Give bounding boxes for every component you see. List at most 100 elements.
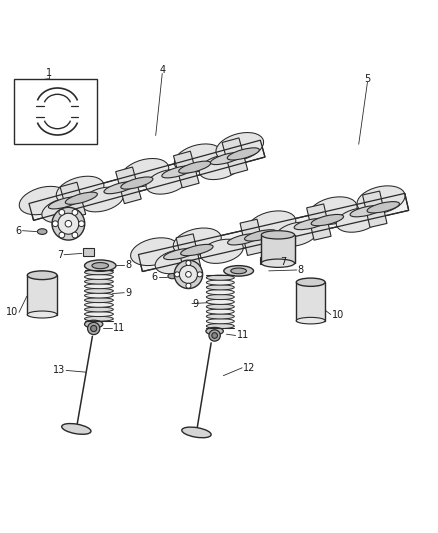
Ellipse shape	[261, 259, 294, 268]
Polygon shape	[173, 151, 199, 188]
Ellipse shape	[294, 219, 327, 230]
Polygon shape	[176, 234, 201, 270]
Bar	[27, 275, 57, 314]
Ellipse shape	[206, 324, 234, 329]
Ellipse shape	[206, 285, 234, 290]
Ellipse shape	[85, 288, 113, 293]
Ellipse shape	[121, 177, 153, 189]
Polygon shape	[60, 182, 86, 219]
Ellipse shape	[81, 187, 124, 212]
Ellipse shape	[146, 169, 188, 194]
Ellipse shape	[85, 312, 113, 317]
Ellipse shape	[85, 293, 113, 298]
Ellipse shape	[58, 213, 79, 234]
Ellipse shape	[336, 208, 379, 232]
Bar	[261, 235, 294, 263]
Text: 7: 7	[280, 257, 286, 267]
Circle shape	[175, 272, 180, 277]
Text: 10: 10	[332, 310, 344, 319]
Ellipse shape	[350, 206, 382, 217]
Ellipse shape	[85, 274, 113, 279]
Ellipse shape	[216, 133, 264, 161]
Ellipse shape	[210, 152, 243, 165]
Circle shape	[53, 221, 58, 227]
Ellipse shape	[206, 289, 234, 295]
Polygon shape	[222, 138, 248, 174]
Ellipse shape	[173, 228, 221, 256]
Bar	[14, 79, 97, 144]
Ellipse shape	[206, 304, 234, 309]
Ellipse shape	[180, 245, 213, 256]
Ellipse shape	[209, 330, 220, 341]
Circle shape	[59, 209, 65, 215]
Circle shape	[186, 271, 191, 277]
Ellipse shape	[228, 233, 260, 245]
Text: 5: 5	[364, 74, 371, 84]
Ellipse shape	[85, 270, 113, 274]
Ellipse shape	[206, 319, 234, 324]
Polygon shape	[116, 167, 141, 204]
Ellipse shape	[174, 144, 222, 172]
Ellipse shape	[244, 230, 277, 241]
Ellipse shape	[85, 298, 113, 303]
Ellipse shape	[296, 317, 325, 324]
Circle shape	[186, 261, 191, 265]
Ellipse shape	[296, 278, 325, 286]
Text: 10: 10	[6, 308, 18, 317]
Text: 6: 6	[15, 225, 21, 236]
Ellipse shape	[155, 249, 198, 274]
Text: 7: 7	[57, 250, 63, 260]
Text: 4: 4	[159, 65, 165, 75]
Circle shape	[72, 232, 78, 238]
Ellipse shape	[224, 265, 254, 276]
Ellipse shape	[206, 309, 234, 314]
Ellipse shape	[88, 322, 100, 335]
Ellipse shape	[261, 231, 294, 239]
Circle shape	[78, 221, 85, 227]
Ellipse shape	[206, 275, 234, 280]
Ellipse shape	[131, 238, 179, 265]
Ellipse shape	[104, 182, 136, 193]
Ellipse shape	[357, 186, 405, 214]
Ellipse shape	[49, 197, 81, 209]
Ellipse shape	[27, 311, 57, 318]
Ellipse shape	[231, 268, 247, 274]
Ellipse shape	[206, 280, 234, 285]
Ellipse shape	[179, 265, 198, 284]
Ellipse shape	[42, 198, 85, 223]
Ellipse shape	[367, 201, 399, 213]
Ellipse shape	[168, 273, 177, 279]
Ellipse shape	[85, 316, 113, 321]
Circle shape	[72, 209, 78, 215]
Circle shape	[197, 272, 202, 277]
Ellipse shape	[275, 222, 318, 246]
Text: 9: 9	[193, 298, 199, 309]
Ellipse shape	[206, 327, 223, 335]
Ellipse shape	[85, 260, 116, 271]
Polygon shape	[307, 204, 331, 240]
Ellipse shape	[199, 155, 242, 180]
Ellipse shape	[91, 326, 97, 332]
Circle shape	[65, 221, 72, 227]
Ellipse shape	[206, 314, 234, 319]
Ellipse shape	[212, 333, 218, 338]
Text: 11: 11	[113, 324, 126, 334]
Polygon shape	[29, 140, 265, 220]
Text: 6: 6	[152, 272, 158, 282]
Ellipse shape	[182, 427, 211, 438]
Circle shape	[186, 283, 191, 288]
Ellipse shape	[201, 239, 243, 263]
Ellipse shape	[206, 300, 234, 304]
Text: 13: 13	[53, 366, 65, 375]
Ellipse shape	[27, 271, 57, 280]
Bar	[261, 257, 270, 264]
Ellipse shape	[121, 158, 169, 187]
Ellipse shape	[65, 192, 97, 204]
Ellipse shape	[85, 307, 113, 312]
Ellipse shape	[248, 211, 296, 239]
Ellipse shape	[162, 166, 194, 178]
Polygon shape	[240, 219, 265, 255]
Bar	[83, 248, 94, 256]
Text: 1: 1	[46, 68, 52, 78]
Ellipse shape	[52, 207, 85, 240]
